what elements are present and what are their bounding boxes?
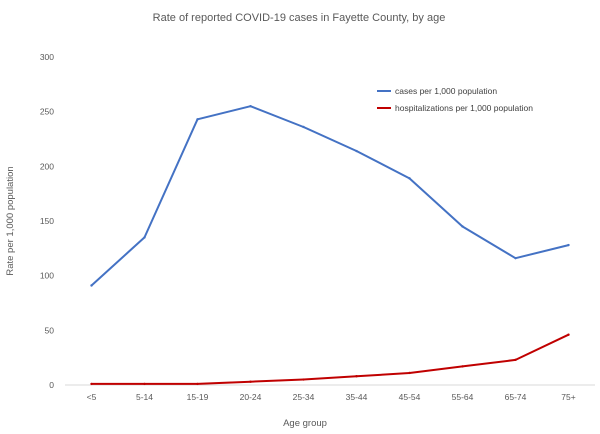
data-point-hospitalizations: [249, 380, 252, 383]
y-tick-label: 250: [40, 107, 54, 117]
data-point-hospitalizations: [302, 378, 305, 381]
data-point-cases: [514, 256, 517, 260]
data-point-hospitalizations: [355, 375, 358, 378]
x-tick-label: 65-74: [505, 392, 527, 402]
x-tick-label: 25-34: [293, 392, 315, 402]
x-tick-label: 45-54: [399, 392, 421, 402]
x-tick-label: 55-64: [452, 392, 474, 402]
data-point-cases: [90, 284, 93, 287]
y-tick-label: 50: [45, 325, 55, 335]
legend-label-hospitalizations: hospitalizations per 1,000 population: [395, 103, 533, 113]
x-tick-label: 15-19: [187, 392, 209, 402]
y-axis-tick-labels: 0 50 100 150 200 250 300: [40, 52, 54, 390]
data-point-cases: [302, 125, 305, 129]
data-point-hospitalizations: [567, 333, 570, 336]
series-layer: [90, 105, 570, 386]
y-tick-label: 300: [40, 52, 54, 62]
series-line-cases: [90, 105, 570, 287]
data-point-cases: [567, 243, 570, 247]
y-axis-title: Rate per 1,000 population: [5, 166, 16, 275]
data-point-cases: [355, 149, 358, 153]
data-point-hospitalizations: [408, 371, 411, 375]
chart-title: Rate of reported COVID-19 cases in Fayet…: [153, 12, 446, 24]
data-point-hospitalizations: [461, 365, 464, 368]
y-tick-label: 0: [49, 380, 54, 390]
y-tick-label: 150: [40, 216, 54, 226]
data-point-hospitalizations: [514, 358, 517, 362]
data-point-hospitalizations: [143, 382, 146, 386]
legend-label-cases: cases per 1,000 population: [395, 86, 497, 96]
data-point-cases: [143, 236, 146, 239]
data-point-cases: [408, 177, 411, 180]
x-axis-title: Age group: [283, 418, 327, 429]
x-axis-tick-labels: <5 5-14 15-19 20-24 25-34 35-44 45-54 55-64 65-7…: [87, 392, 576, 402]
x-tick-label: 5-14: [136, 392, 153, 402]
x-tick-label: <5: [87, 392, 97, 402]
x-tick-label: 20-24: [240, 392, 262, 402]
y-tick-label: 100: [40, 271, 54, 281]
data-point-cases: [249, 105, 252, 108]
data-point-hospitalizations: [196, 382, 199, 386]
data-point-cases: [196, 118, 199, 121]
x-tick-label: 75+: [561, 392, 575, 402]
data-point-cases: [461, 225, 464, 228]
data-point-hospitalizations: [90, 382, 93, 386]
legend: cases per 1,000 population hospitalizati…: [377, 86, 533, 113]
x-tick-label: 35-44: [346, 392, 368, 402]
y-tick-label: 200: [40, 161, 54, 171]
series-line-hospitalizations: [90, 333, 570, 385]
